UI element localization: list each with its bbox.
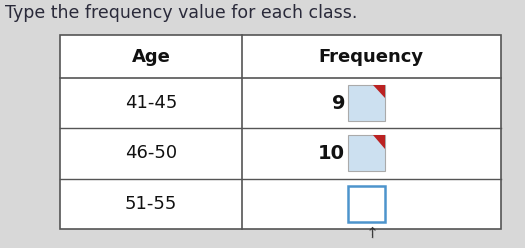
Bar (348, 186, 384, 222)
Bar (348, 135, 384, 171)
Text: Frequency: Frequency (319, 48, 424, 65)
Text: 41-45: 41-45 (125, 94, 177, 112)
Text: 9: 9 (332, 93, 345, 113)
Text: 51-55: 51-55 (125, 195, 177, 213)
Polygon shape (373, 85, 384, 98)
Text: Age: Age (131, 48, 171, 65)
Bar (348, 85, 384, 121)
Text: 46-50: 46-50 (125, 144, 177, 162)
Text: ↖: ↖ (362, 224, 381, 244)
Text: Type the frequency value for each class.: Type the frequency value for each class. (5, 4, 358, 22)
Polygon shape (373, 135, 384, 149)
Text: 10: 10 (318, 144, 345, 163)
